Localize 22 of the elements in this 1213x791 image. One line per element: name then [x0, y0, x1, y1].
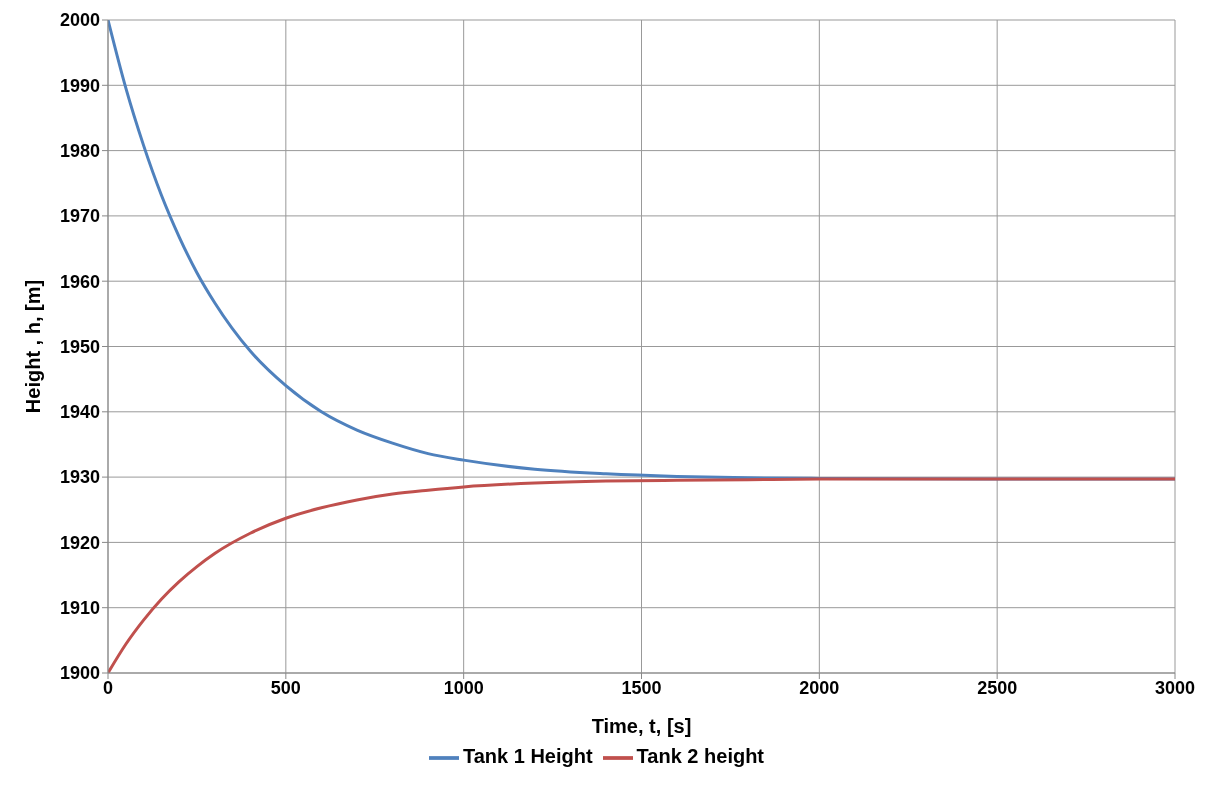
x-tick-label: 2500 — [977, 677, 1018, 698]
y-tick-label: 1900 — [59, 663, 100, 684]
x-tick-label: 1000 — [443, 677, 484, 698]
y-tick-label: 1990 — [59, 75, 100, 96]
legend-label: Tank 2 height — [636, 745, 765, 768]
x-tick-label: 2000 — [799, 677, 840, 698]
y-tick-label: 1960 — [59, 271, 100, 292]
y-tick-label: 1970 — [59, 206, 100, 227]
y-tick-label: 2000 — [59, 10, 100, 31]
legend-label: Tank 1 Height — [462, 745, 593, 768]
y-tick-label: 1950 — [59, 336, 100, 357]
x-tick-label: 1500 — [621, 677, 662, 698]
x-tick-label: 500 — [270, 677, 301, 698]
y-axis-title: Height , h, [m] — [22, 279, 45, 414]
x-tick-label: 0 — [102, 677, 114, 698]
y-tick-label: 1980 — [59, 140, 100, 161]
y-tick-label: 1910 — [59, 598, 100, 619]
y-tick-label: 1930 — [59, 467, 100, 488]
x-axis-title: Time, t, [s] — [591, 715, 692, 737]
x-tick-label: 3000 — [1154, 677, 1196, 698]
y-tick-label: 1940 — [59, 402, 100, 423]
y-tick-label: 1920 — [59, 532, 100, 553]
